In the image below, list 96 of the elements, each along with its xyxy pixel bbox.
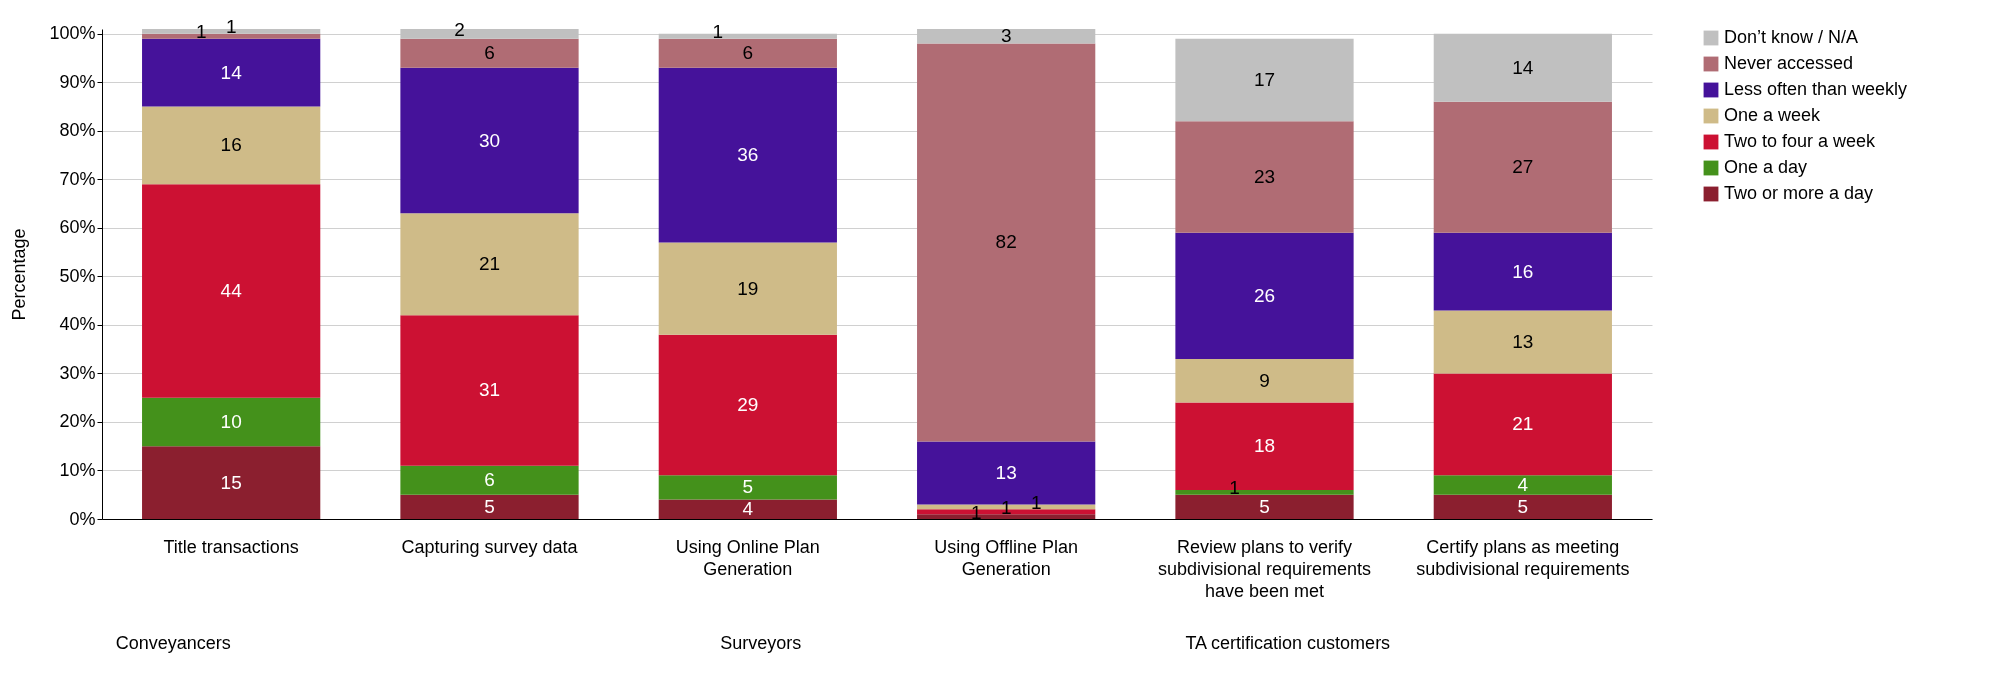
legend-label: Two or more a day xyxy=(1724,183,1874,203)
data-label: 27 xyxy=(1512,156,1534,178)
data-label: 44 xyxy=(220,279,243,301)
y-axis-title: Percentage xyxy=(9,228,30,321)
data-label: 23 xyxy=(1253,165,1276,187)
data-label: 21 xyxy=(1512,413,1534,435)
bar xyxy=(400,67,579,214)
y-tick-label: 0% xyxy=(69,508,96,529)
bar xyxy=(1433,494,1612,519)
data-label: 17 xyxy=(1253,68,1276,90)
bar xyxy=(1433,101,1612,233)
bar xyxy=(142,446,321,519)
bar xyxy=(658,38,837,68)
bar xyxy=(142,184,321,398)
legend-label: Two to four a week xyxy=(1724,131,1877,151)
data-label: 2 xyxy=(454,18,465,40)
bar xyxy=(658,475,837,500)
data-label: 10 xyxy=(220,410,242,432)
data-label: 14 xyxy=(220,61,243,83)
y-tick-label: 30% xyxy=(59,362,96,383)
bar xyxy=(917,43,1096,442)
y-tick-label: 20% xyxy=(59,411,96,432)
data-label: 13 xyxy=(995,461,1017,483)
y-tick-label: 90% xyxy=(59,71,96,92)
y-tick-label: 70% xyxy=(59,168,96,189)
legend-label: One a week xyxy=(1724,105,1822,125)
y-tick-label: 80% xyxy=(59,120,96,141)
y-tick-label: 40% xyxy=(59,314,96,335)
data-label: 6 xyxy=(742,42,754,64)
text: Conveyancers xyxy=(115,633,231,653)
data-label: 21 xyxy=(478,253,501,275)
y-tick-label: 60% xyxy=(59,217,96,238)
data-label: 29 xyxy=(737,393,759,415)
bar xyxy=(917,29,1096,44)
data-label: 16 xyxy=(220,134,242,156)
bar xyxy=(400,213,579,316)
data-label: 5 xyxy=(1517,495,1529,517)
bar xyxy=(1175,121,1354,233)
data-label: 36 xyxy=(737,144,759,166)
data-label: 1 xyxy=(712,21,724,43)
bar xyxy=(142,106,321,185)
bar xyxy=(1175,232,1354,359)
bar xyxy=(658,67,837,243)
legend-label: Less often than weekly xyxy=(1724,79,1908,99)
data-label: 19 xyxy=(737,277,759,299)
text: TA certification customers xyxy=(1185,633,1391,653)
legend-label: Never accessed xyxy=(1724,53,1854,73)
data-label: 9 xyxy=(1259,369,1270,391)
x-tick-label: Capturing survey data xyxy=(401,537,579,557)
x-tick-label: Review plans to verify subdivisional requirements have been met xyxy=(1157,537,1372,601)
y-tick-label: 100% xyxy=(49,23,96,44)
bar xyxy=(400,315,579,466)
data-label: 15 xyxy=(220,471,242,493)
data-label: 6 xyxy=(484,469,495,491)
data-label: 3 xyxy=(1000,25,1012,47)
data-label: 6 xyxy=(484,42,495,64)
data-label: 13 xyxy=(1512,330,1534,352)
bar xyxy=(658,499,837,519)
data-label: 1 xyxy=(195,21,207,43)
data-label: 30 xyxy=(478,129,501,151)
data-label: 14 xyxy=(1512,56,1534,78)
x-tick-label: Title transactions xyxy=(163,537,299,557)
bar xyxy=(1175,358,1354,403)
y-tick-label: 10% xyxy=(59,459,96,480)
bar xyxy=(142,397,321,447)
x-tick-label: Certify plans as meeting subdivisional requirements xyxy=(1416,537,1630,579)
bar xyxy=(1433,475,1612,495)
y-tick-label: 50% xyxy=(59,265,96,286)
legend-label: Don’t know / N/A xyxy=(1724,27,1859,47)
legend-label: One a day xyxy=(1724,157,1808,177)
bar xyxy=(1175,38,1354,122)
bar xyxy=(400,465,579,495)
text: Surveyors xyxy=(720,633,802,653)
x-tick-label: Using Online Plan Generation xyxy=(675,537,820,579)
data-label: 4 xyxy=(1517,474,1529,496)
data-label: 16 xyxy=(1512,260,1534,282)
data-label: 5 xyxy=(484,495,495,517)
data-label: 18 xyxy=(1253,435,1276,457)
bar xyxy=(1433,33,1612,102)
bar xyxy=(1433,310,1612,374)
bar xyxy=(400,494,579,519)
bar xyxy=(400,38,579,68)
bar xyxy=(1175,494,1354,519)
data-label: 1 xyxy=(225,16,237,38)
bar xyxy=(658,334,837,476)
data-label: 31 xyxy=(478,379,501,401)
data-label: 4 xyxy=(742,498,754,520)
data-label: 82 xyxy=(995,231,1017,253)
bar xyxy=(142,38,321,107)
x-tick-label: Using Offline Plan Generation xyxy=(934,537,1079,579)
data-label: 5 xyxy=(742,476,754,498)
bar xyxy=(1433,373,1612,476)
bar xyxy=(1433,232,1612,311)
bar xyxy=(658,242,837,335)
data-label: 26 xyxy=(1253,284,1276,306)
data-label: 5 xyxy=(1259,495,1270,517)
